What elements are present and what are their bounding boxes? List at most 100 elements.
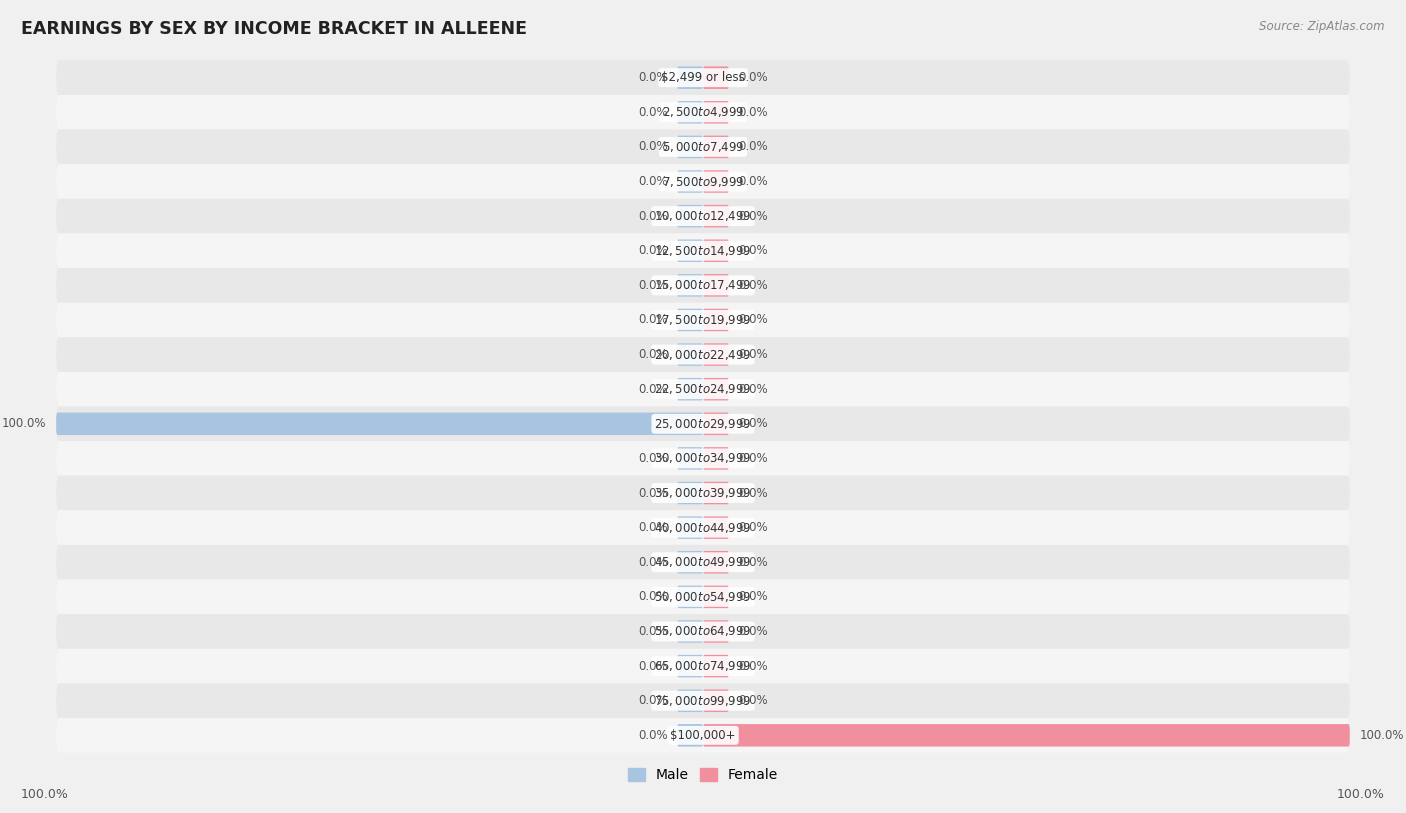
Text: 0.0%: 0.0% <box>738 590 768 603</box>
FancyBboxPatch shape <box>56 233 1350 268</box>
Text: 0.0%: 0.0% <box>738 486 768 499</box>
FancyBboxPatch shape <box>678 170 703 193</box>
Text: $5,000 to $7,499: $5,000 to $7,499 <box>662 140 744 154</box>
FancyBboxPatch shape <box>678 101 703 124</box>
FancyBboxPatch shape <box>56 511 1350 545</box>
Text: 0.0%: 0.0% <box>638 521 668 534</box>
Text: 0.0%: 0.0% <box>738 694 768 707</box>
Text: 0.0%: 0.0% <box>638 556 668 569</box>
FancyBboxPatch shape <box>678 551 703 573</box>
FancyBboxPatch shape <box>56 718 1350 753</box>
FancyBboxPatch shape <box>56 649 1350 684</box>
Text: 0.0%: 0.0% <box>738 452 768 465</box>
Text: $2,500 to $4,999: $2,500 to $4,999 <box>662 106 744 120</box>
FancyBboxPatch shape <box>56 95 1350 129</box>
Text: $55,000 to $64,999: $55,000 to $64,999 <box>654 624 752 638</box>
Text: EARNINGS BY SEX BY INCOME BRACKET IN ALLEENE: EARNINGS BY SEX BY INCOME BRACKET IN ALL… <box>21 20 527 38</box>
FancyBboxPatch shape <box>56 164 1350 199</box>
FancyBboxPatch shape <box>678 585 703 608</box>
FancyBboxPatch shape <box>56 337 1350 372</box>
Text: $25,000 to $29,999: $25,000 to $29,999 <box>654 417 752 431</box>
Text: 100.0%: 100.0% <box>1360 728 1405 741</box>
Text: $12,500 to $14,999: $12,500 to $14,999 <box>654 244 752 258</box>
Text: 0.0%: 0.0% <box>638 314 668 327</box>
Text: $45,000 to $49,999: $45,000 to $49,999 <box>654 555 752 569</box>
Text: 100.0%: 100.0% <box>21 788 69 801</box>
FancyBboxPatch shape <box>678 516 703 539</box>
FancyBboxPatch shape <box>678 620 703 643</box>
Text: Source: ZipAtlas.com: Source: ZipAtlas.com <box>1260 20 1385 33</box>
Text: 0.0%: 0.0% <box>738 556 768 569</box>
FancyBboxPatch shape <box>703 482 728 504</box>
Text: 0.0%: 0.0% <box>638 383 668 396</box>
FancyBboxPatch shape <box>678 309 703 331</box>
FancyBboxPatch shape <box>678 67 703 89</box>
FancyBboxPatch shape <box>703 309 728 331</box>
FancyBboxPatch shape <box>703 689 728 712</box>
Text: 0.0%: 0.0% <box>638 244 668 257</box>
FancyBboxPatch shape <box>703 136 728 159</box>
Text: 0.0%: 0.0% <box>738 175 768 188</box>
FancyBboxPatch shape <box>678 482 703 504</box>
FancyBboxPatch shape <box>703 101 728 124</box>
Text: 0.0%: 0.0% <box>638 279 668 292</box>
FancyBboxPatch shape <box>56 614 1350 649</box>
FancyBboxPatch shape <box>703 170 728 193</box>
FancyBboxPatch shape <box>703 205 728 228</box>
FancyBboxPatch shape <box>703 274 728 297</box>
Text: 0.0%: 0.0% <box>638 728 668 741</box>
FancyBboxPatch shape <box>703 378 728 401</box>
FancyBboxPatch shape <box>678 654 703 677</box>
Text: 0.0%: 0.0% <box>638 106 668 119</box>
FancyBboxPatch shape <box>678 274 703 297</box>
Text: 0.0%: 0.0% <box>638 659 668 672</box>
Text: 0.0%: 0.0% <box>738 106 768 119</box>
Legend: Male, Female: Male, Female <box>623 763 783 788</box>
Text: $75,000 to $99,999: $75,000 to $99,999 <box>654 693 752 707</box>
FancyBboxPatch shape <box>703 724 1350 746</box>
Text: 0.0%: 0.0% <box>738 141 768 154</box>
Text: $35,000 to $39,999: $35,000 to $39,999 <box>654 486 752 500</box>
Text: 0.0%: 0.0% <box>638 590 668 603</box>
Text: 0.0%: 0.0% <box>738 279 768 292</box>
FancyBboxPatch shape <box>703 240 728 262</box>
FancyBboxPatch shape <box>56 302 1350 337</box>
FancyBboxPatch shape <box>56 129 1350 164</box>
Text: 0.0%: 0.0% <box>738 659 768 672</box>
Text: $10,000 to $12,499: $10,000 to $12,499 <box>654 209 752 223</box>
FancyBboxPatch shape <box>56 580 1350 614</box>
Text: $20,000 to $22,499: $20,000 to $22,499 <box>654 348 752 362</box>
FancyBboxPatch shape <box>678 240 703 262</box>
FancyBboxPatch shape <box>678 447 703 470</box>
Text: 0.0%: 0.0% <box>638 175 668 188</box>
FancyBboxPatch shape <box>56 406 1350 441</box>
Text: 0.0%: 0.0% <box>638 694 668 707</box>
Text: $40,000 to $44,999: $40,000 to $44,999 <box>654 520 752 535</box>
FancyBboxPatch shape <box>703 654 728 677</box>
FancyBboxPatch shape <box>56 684 1350 718</box>
FancyBboxPatch shape <box>56 441 1350 476</box>
FancyBboxPatch shape <box>678 136 703 159</box>
FancyBboxPatch shape <box>56 199 1350 233</box>
FancyBboxPatch shape <box>56 268 1350 302</box>
Text: 0.0%: 0.0% <box>638 486 668 499</box>
FancyBboxPatch shape <box>678 343 703 366</box>
FancyBboxPatch shape <box>703 447 728 470</box>
Text: 0.0%: 0.0% <box>638 210 668 223</box>
Text: 0.0%: 0.0% <box>738 383 768 396</box>
Text: 100.0%: 100.0% <box>1 417 46 430</box>
Text: $65,000 to $74,999: $65,000 to $74,999 <box>654 659 752 673</box>
Text: $17,500 to $19,999: $17,500 to $19,999 <box>654 313 752 327</box>
Text: 0.0%: 0.0% <box>738 521 768 534</box>
FancyBboxPatch shape <box>703 620 728 643</box>
Text: 0.0%: 0.0% <box>738 417 768 430</box>
Text: 0.0%: 0.0% <box>738 210 768 223</box>
FancyBboxPatch shape <box>703 585 728 608</box>
Text: 0.0%: 0.0% <box>738 244 768 257</box>
FancyBboxPatch shape <box>678 205 703 228</box>
FancyBboxPatch shape <box>703 343 728 366</box>
FancyBboxPatch shape <box>56 476 1350 511</box>
FancyBboxPatch shape <box>703 551 728 573</box>
FancyBboxPatch shape <box>678 724 703 746</box>
Text: $22,500 to $24,999: $22,500 to $24,999 <box>654 382 752 396</box>
